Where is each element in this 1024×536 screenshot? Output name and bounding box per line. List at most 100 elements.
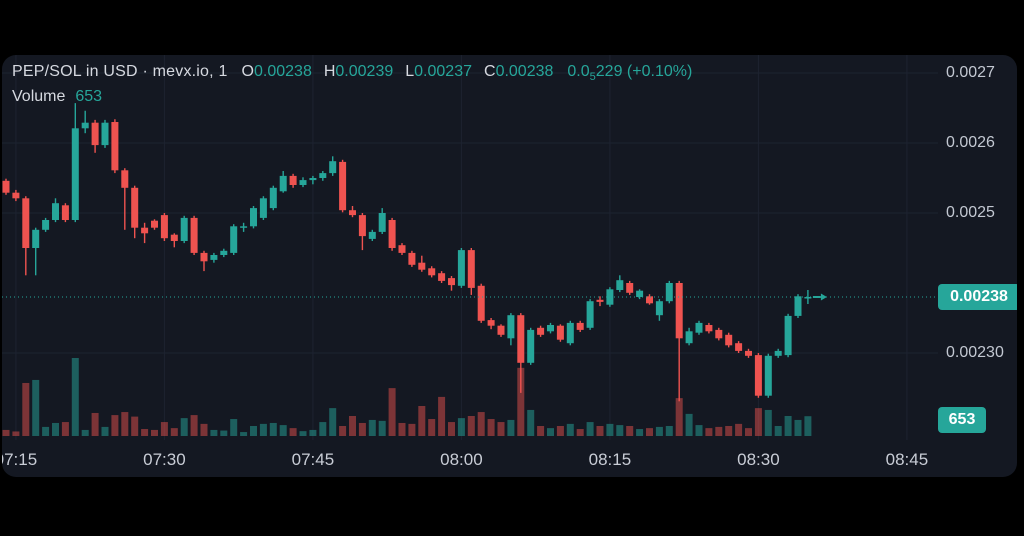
volume-bar xyxy=(329,408,337,436)
volume-bar xyxy=(368,419,376,436)
candle-body xyxy=(764,355,772,396)
candle-body xyxy=(566,322,574,344)
candle-body xyxy=(101,122,109,146)
volume-bar xyxy=(745,428,752,436)
volume-bar xyxy=(784,416,792,436)
volume-bar xyxy=(358,422,366,436)
volume-bar xyxy=(339,426,347,436)
candle-body xyxy=(180,217,188,241)
volume-bar xyxy=(349,416,356,436)
volume-bar xyxy=(170,428,178,436)
candle-body xyxy=(349,210,356,216)
candle-body xyxy=(616,280,624,290)
candle-body xyxy=(735,343,743,351)
candle-body xyxy=(151,220,158,228)
candle-body xyxy=(220,250,228,255)
volume-bar xyxy=(12,431,20,436)
candle-body xyxy=(339,161,347,211)
volume-bar xyxy=(141,429,149,436)
candle-body xyxy=(467,250,475,288)
volume-bar xyxy=(151,429,158,436)
candle-body xyxy=(200,252,208,262)
volume-bar xyxy=(131,416,139,436)
last-price-arrow-icon xyxy=(820,293,827,301)
time-axis-label: 07:45 xyxy=(291,450,335,469)
candle-body xyxy=(32,229,40,248)
volume-bar xyxy=(448,422,455,436)
volume-bar xyxy=(764,409,772,436)
open-value: 0.00238 xyxy=(254,63,312,80)
price-chart-canvas[interactable] xyxy=(2,55,1017,477)
candle-body xyxy=(636,290,644,297)
price-axis-label: 0.00230 xyxy=(946,344,1004,361)
candle-body xyxy=(71,128,79,220)
volume-bar xyxy=(299,431,307,436)
volume-bar xyxy=(507,419,515,436)
candle-body xyxy=(121,170,129,188)
candle-body xyxy=(210,255,218,260)
candle-body xyxy=(517,315,525,363)
volume-bar xyxy=(269,422,277,436)
time-axis[interactable]: 07:15 07:30 07:45 08:00 08:15 08:30 08:45 xyxy=(2,441,938,477)
candle-body xyxy=(695,322,703,333)
volume-bar xyxy=(606,423,614,436)
volume-bar xyxy=(2,429,10,436)
candle-body xyxy=(319,173,327,178)
volume-bar xyxy=(467,416,475,436)
change-readout: 0.05229 (+0.10%) xyxy=(567,63,693,84)
candle-body xyxy=(42,220,50,230)
candle-body xyxy=(745,350,752,356)
open-label: O xyxy=(241,63,254,80)
low-value: 0.00237 xyxy=(414,63,472,80)
time-axis-label: 08:45 xyxy=(885,450,929,469)
candle-body xyxy=(299,180,307,185)
candle-body xyxy=(428,268,436,276)
candle-body xyxy=(408,252,416,265)
candle-body xyxy=(754,355,762,396)
low-label: L xyxy=(405,63,415,80)
volume-bar xyxy=(408,423,416,436)
candle-body xyxy=(715,329,723,339)
volume-bar xyxy=(596,426,604,436)
high-value: 0.00239 xyxy=(335,63,394,80)
candle-body xyxy=(12,192,20,199)
candle-body xyxy=(487,320,495,326)
volume-bar xyxy=(71,358,79,436)
candle-body xyxy=(170,234,178,241)
volume-bar xyxy=(121,412,129,436)
volume-bar xyxy=(289,428,297,436)
volume-bar xyxy=(804,416,812,436)
chart-panel: PEP/SOL in USD · mevx.io, 1 O0.00238 H0.… xyxy=(2,55,1017,477)
volume-bar xyxy=(388,388,396,436)
volume-bar xyxy=(81,429,89,436)
volume-bar xyxy=(586,422,594,436)
time-axis-label: 07:15 xyxy=(2,450,38,469)
candle-body xyxy=(388,220,396,248)
price-axis-label: 0.0027 xyxy=(946,64,995,81)
volume-bar xyxy=(200,423,208,436)
candle-body xyxy=(418,262,426,270)
volume-bar xyxy=(378,420,386,436)
volume-bar xyxy=(735,423,743,436)
candle-body xyxy=(91,122,99,146)
volume-bar xyxy=(259,423,267,436)
symbol-title[interactable]: PEP/SOL in USD · mevx.io, 1 xyxy=(12,63,228,80)
candle-body xyxy=(368,231,376,239)
volume-bar xyxy=(457,418,465,436)
volume-bar xyxy=(398,422,406,436)
volume-label[interactable]: Volume xyxy=(12,88,66,105)
price-axis[interactable]: 0.00238 653 0.0027 0.0026 0.0025 0.00230 xyxy=(938,55,1017,439)
candle-body xyxy=(527,329,535,363)
candle-body xyxy=(2,180,10,193)
candle-body xyxy=(655,301,663,316)
volume-bar xyxy=(497,422,505,436)
candle-body xyxy=(804,297,812,299)
time-axis-label: 08:00 xyxy=(440,450,483,469)
volume-bar xyxy=(537,426,545,436)
volume-bar xyxy=(210,429,218,436)
volume-bar xyxy=(487,419,495,436)
volume-bar xyxy=(636,429,644,436)
volume-bar xyxy=(319,422,327,436)
volume-bar xyxy=(556,426,564,436)
candle-body xyxy=(507,315,515,339)
